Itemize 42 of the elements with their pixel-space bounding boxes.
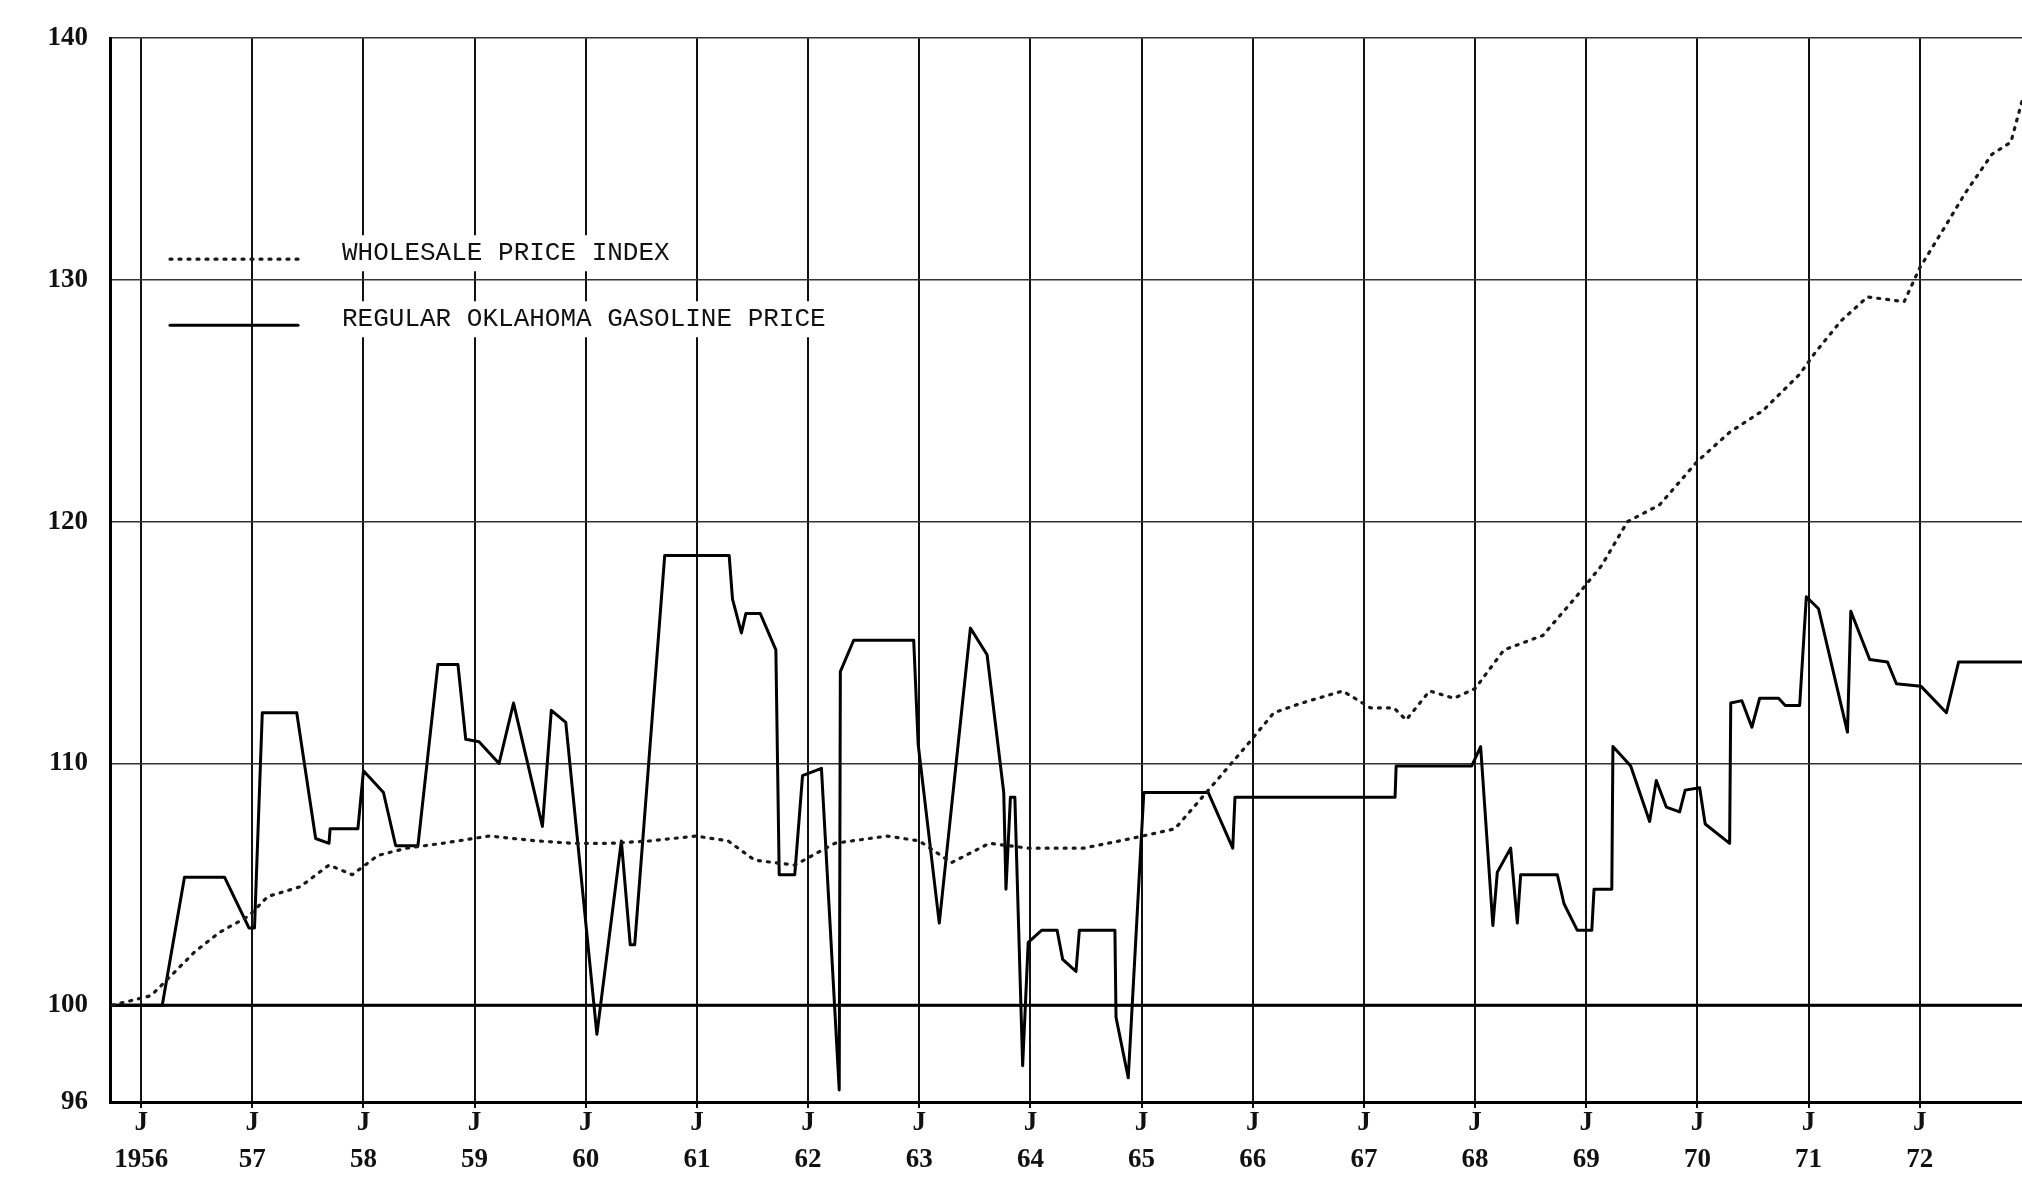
x-tick-label: 1956: [114, 1143, 169, 1174]
text: J: [1468, 1106, 1482, 1137]
text: J: [1246, 1106, 1260, 1137]
y-tick-label: 96: [61, 1084, 88, 1115]
y-tick-label: 110: [48, 746, 88, 777]
x-tick-label: 72: [1906, 1143, 1934, 1174]
text: J: [1134, 1106, 1149, 1137]
x-tick-label: 58: [349, 1143, 377, 1174]
y-tick-label: 140: [47, 21, 88, 52]
text: J: [1579, 1106, 1593, 1137]
x-tick-label: 61: [683, 1143, 711, 1174]
x-tick-label: 65: [1128, 1143, 1156, 1174]
x-tick-label: 64: [1016, 1143, 1044, 1174]
x-tick-label: 59: [461, 1143, 489, 1174]
text: J: [690, 1106, 704, 1137]
legend-label: WHOLESALE PRICE INDEX: [342, 238, 671, 269]
text: J: [1023, 1106, 1038, 1137]
y-tick-label: 130: [47, 262, 88, 293]
text: J: [1801, 1106, 1816, 1137]
text: J: [467, 1106, 482, 1137]
text: J: [356, 1106, 371, 1137]
x-tick-label: 68: [1461, 1143, 1489, 1174]
text: J: [1912, 1106, 1927, 1137]
text: J: [134, 1106, 148, 1137]
text: J: [912, 1106, 927, 1137]
legend-label: REGULAR OKLAHOMA GASOLINE PRICE: [342, 304, 826, 335]
x-tick-label: 66: [1239, 1143, 1267, 1174]
y-tick-label: 120: [47, 504, 88, 535]
x-tick-label: 62: [794, 1143, 822, 1174]
y-tick-label: 100: [47, 988, 88, 1019]
text: J: [1690, 1106, 1705, 1137]
text: J: [579, 1106, 593, 1137]
x-tick-label: 60: [572, 1143, 600, 1174]
x-tick-label: 67: [1350, 1143, 1378, 1174]
x-tick-label: 70: [1683, 1143, 1711, 1174]
x-tick-label: 63: [905, 1143, 933, 1174]
x-tick-label: 69: [1572, 1143, 1600, 1174]
text: J: [1357, 1106, 1371, 1137]
text: J: [801, 1106, 815, 1137]
text: J: [245, 1106, 260, 1137]
x-tick-label: 57: [238, 1143, 266, 1174]
x-tick-label: 71: [1795, 1143, 1823, 1174]
